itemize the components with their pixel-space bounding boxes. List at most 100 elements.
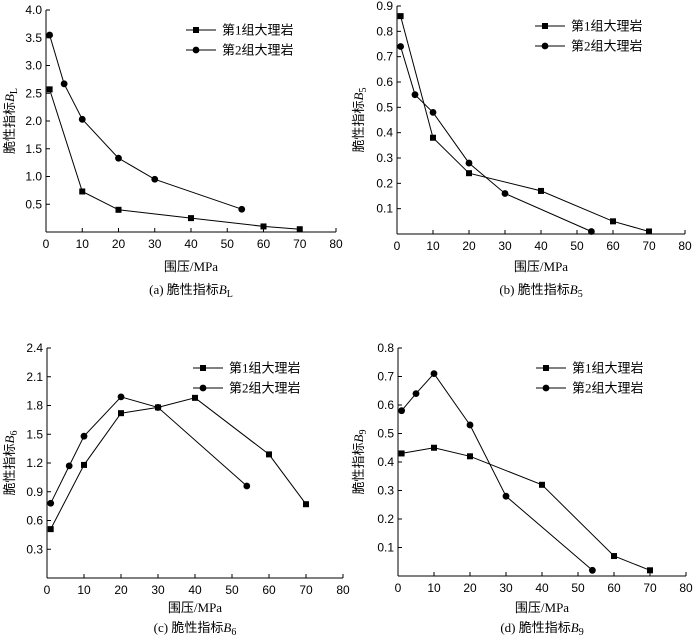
x-tick-label: 20 xyxy=(112,237,126,251)
panel-caption-subscript: L xyxy=(227,289,233,300)
y-tick-label: 4.0 xyxy=(25,3,42,17)
legend-marker xyxy=(542,384,550,392)
legend-marker xyxy=(193,27,199,33)
x-tick-label: 60 xyxy=(606,239,620,253)
panel-caption: (b) 脆性指标B5 xyxy=(499,282,582,300)
y-axis-label: 脆性指标B5 xyxy=(351,88,369,153)
data-point xyxy=(430,370,438,378)
data-point xyxy=(398,450,405,457)
panel-caption-subscript: 6 xyxy=(231,627,236,637)
y-tick-label: 1.5 xyxy=(25,142,42,156)
legend-label: 第1组大理岩 xyxy=(571,19,643,34)
data-point xyxy=(115,206,122,213)
data-point xyxy=(466,421,474,429)
data-point xyxy=(115,154,122,162)
x-tick-label: 40 xyxy=(188,583,202,597)
x-tick-label: 50 xyxy=(225,583,239,597)
panel-caption-symbol: B xyxy=(223,620,231,635)
y-axis-label: 脆性指标B9 xyxy=(351,430,369,495)
series-line xyxy=(400,46,592,232)
y-axis-label-symbol: B xyxy=(2,435,17,443)
y-tick-label: 0.3 xyxy=(376,151,393,165)
y-tick-label: 0.1 xyxy=(377,541,394,555)
y-tick-label: 0.9 xyxy=(26,485,43,499)
x-tick-label: 20 xyxy=(463,581,477,595)
legend-label: 第2组大理岩 xyxy=(572,381,644,396)
y-axis-label-text: 脆性指标 xyxy=(351,100,366,152)
data-point xyxy=(79,188,86,195)
data-point xyxy=(117,393,125,401)
series-line xyxy=(49,34,242,210)
x-tick-label: 70 xyxy=(642,239,656,253)
y-tick-label: 2.0 xyxy=(25,114,42,128)
panel-caption-text: (c) 脆性指标 xyxy=(154,620,224,635)
x-tick-label: 60 xyxy=(257,237,271,251)
y-tick-label: 0.8 xyxy=(376,24,393,38)
y-tick-label: 0.2 xyxy=(376,176,393,190)
y-tick-label: 0.8 xyxy=(377,341,394,355)
series-2 xyxy=(397,43,595,235)
data-point xyxy=(243,482,251,490)
legend-label: 第1组大理岩 xyxy=(572,361,644,376)
series-2 xyxy=(398,370,596,574)
y-tick-label: 0.6 xyxy=(376,75,393,89)
legend-label: 第2组大理岩 xyxy=(571,39,643,54)
chart-panel-a: 0 10 20 30 40 50 60 70 80 0.5 1.0 1.5 2.0 2.5 3.0 3.5 4.… xyxy=(2,3,343,300)
panel-caption-symbol: B xyxy=(571,620,579,635)
panel-caption-text: (a) 脆性指标 xyxy=(149,282,219,297)
data-point xyxy=(60,80,68,88)
chart-panel-b: 0 10 20 30 40 50 60 70 80 0.1 0.2 0.3 0.4 0.5 0.6 0.7 0.… xyxy=(351,0,692,300)
panel-caption: (c) 脆性指标B6 xyxy=(154,620,237,637)
data-point xyxy=(260,223,267,230)
legend-marker xyxy=(199,384,207,392)
y-tick-label: 0.6 xyxy=(377,398,394,412)
data-point xyxy=(465,159,473,167)
y-tick-label: 0.1 xyxy=(376,202,393,216)
y-axis-label: 脆性指标BL xyxy=(2,88,20,154)
data-point xyxy=(398,407,405,415)
data-point xyxy=(65,462,73,470)
y-tick-label: 2.5 xyxy=(25,86,42,100)
x-tick-label: 0 xyxy=(44,583,51,597)
x-axis-label: 围压/MPa xyxy=(515,600,569,615)
legend-label: 第2组大理岩 xyxy=(229,381,301,396)
y-tick-label: 0.3 xyxy=(26,542,43,556)
data-point xyxy=(431,444,437,451)
y-tick-label: 2.1 xyxy=(26,370,43,384)
x-tick-label: 50 xyxy=(570,239,584,253)
panel-caption-subscript: 5 xyxy=(578,289,583,300)
y-axis-label-subscript: 9 xyxy=(358,430,369,435)
series-2 xyxy=(46,31,246,213)
panel-caption: (a) 脆性指标BL xyxy=(149,282,233,300)
legend-label: 第1组大理岩 xyxy=(229,361,301,376)
x-tick-label: 0 xyxy=(43,237,50,251)
y-axis-label-text: 脆性指标 xyxy=(2,443,17,495)
series-line xyxy=(50,397,307,530)
x-tick-label: 50 xyxy=(571,581,585,595)
data-point xyxy=(411,91,419,99)
y-tick-label: 1.2 xyxy=(26,456,43,470)
data-point xyxy=(238,205,246,213)
data-point xyxy=(151,175,159,183)
y-tick-label: 1.5 xyxy=(26,427,43,441)
y-axis-label-subscript: 5 xyxy=(358,88,369,93)
x-tick-label: 30 xyxy=(151,583,165,597)
series-line xyxy=(49,89,300,230)
series-1 xyxy=(46,86,303,233)
x-tick-label: 80 xyxy=(329,237,343,251)
series-line xyxy=(401,372,593,571)
legend-marker xyxy=(192,46,200,54)
data-point xyxy=(47,526,54,533)
chart-panel-d: 0 10 20 30 40 50 60 70 80 0.1 0.2 0.3 0.4 0.5 0.6 0.7 0.… xyxy=(351,341,693,637)
data-point xyxy=(646,228,652,235)
legend-label: 第2组大理岩 xyxy=(222,43,294,58)
series-line xyxy=(400,15,650,232)
data-point xyxy=(296,226,303,233)
data-point xyxy=(430,134,436,141)
y-tick-label: 0.4 xyxy=(376,126,393,140)
data-point xyxy=(81,461,87,468)
panel-caption-symbol: B xyxy=(219,282,227,297)
